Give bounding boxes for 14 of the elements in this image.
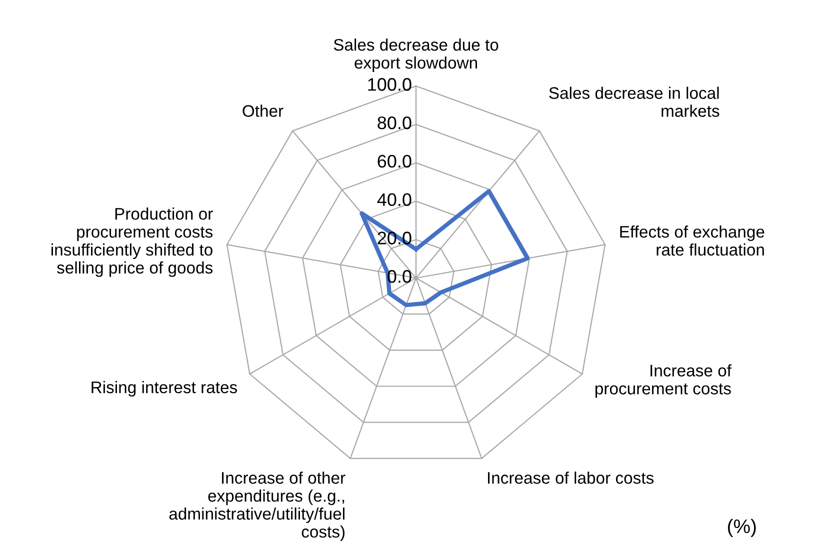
text: (%) — [728, 518, 756, 538]
spoke-label: Increase of other expenditures (e.g., administrative/utility/fuel costs) — [169, 472, 346, 541]
y-tick-label: 80.0 — [378, 116, 412, 130]
spoke-label: Sales decrease in local markets — [549, 86, 720, 117]
spoke-label: Increase of procurement costs — [595, 364, 732, 398]
spoke-label: Sales decrease due to export slowdown — [334, 38, 498, 72]
y-tick-label: 40.0 — [377, 193, 412, 206]
y-tick-label: 100.0 — [368, 78, 412, 91]
spoke-label: Increase of labor costs — [488, 472, 654, 484]
y-tick-label: 60.0 — [378, 154, 412, 168]
spoke-label: Effects of exchange rate fluctuation — [620, 225, 764, 256]
spoke-label: Rising interest rates — [92, 381, 238, 397]
spoke-label: Other — [242, 104, 284, 117]
spoke-label: Production or procurement costs insufficiently shifted to selling price of goods — [52, 208, 213, 277]
